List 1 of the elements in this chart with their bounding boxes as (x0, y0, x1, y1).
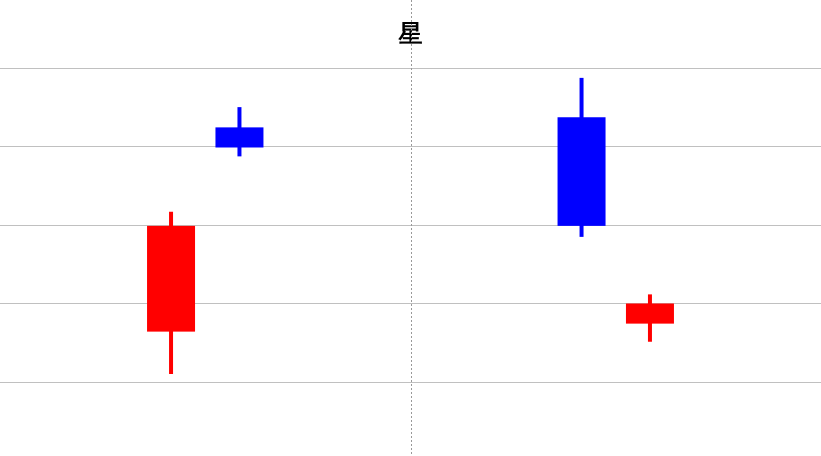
chart-title: 星 (398, 20, 422, 48)
